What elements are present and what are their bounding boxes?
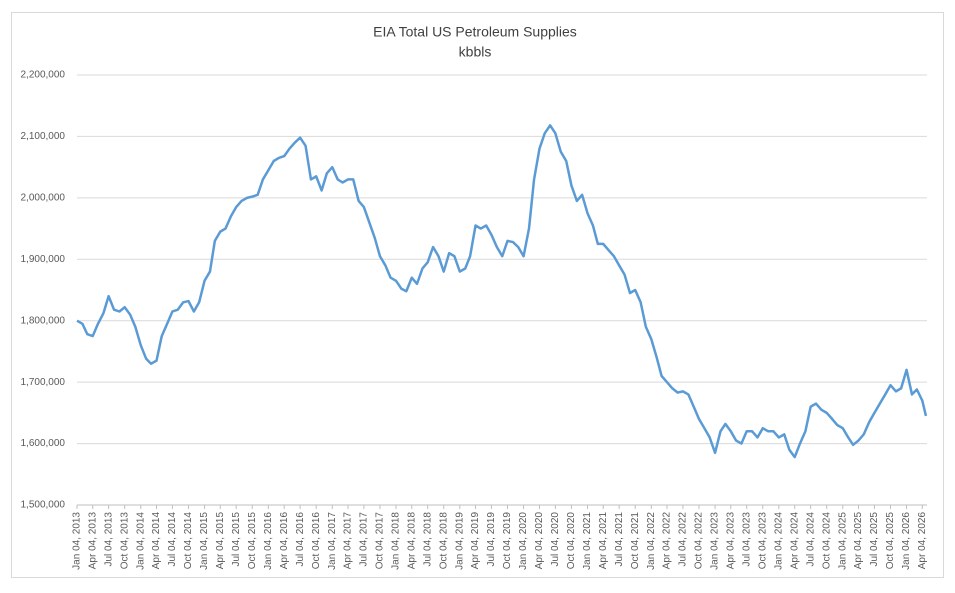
x-tick-label: Jan 04, 2024 — [773, 512, 784, 570]
x-tick-label: Jul 04, 2018 — [422, 512, 433, 567]
y-tick-label: 1,900,000 — [21, 254, 66, 265]
x-tick-label: Jul 04, 2019 — [486, 512, 497, 567]
x-tick-label: Jul 04, 2023 — [741, 512, 752, 567]
x-tick-label: Jul 04, 2017 — [359, 512, 370, 567]
x-tick-label: Apr 04, 2022 — [662, 512, 673, 570]
line-series — [76, 124, 928, 459]
chart-title: EIA Total US Petroleum Supplies — [373, 24, 577, 40]
x-tick-label: Oct 04, 2022 — [694, 512, 705, 570]
x-tick-label: Oct 04, 2013 — [119, 512, 130, 570]
y-tick-label: 1,500,000 — [21, 500, 66, 511]
x-tick-label: Apr 04, 2015 — [215, 512, 226, 570]
x-tick-label: Oct 04, 2020 — [566, 512, 577, 570]
x-tick-label: Jan 04, 2020 — [518, 512, 529, 570]
x-tick-label: Apr 04, 2017 — [343, 512, 354, 570]
x-tick-label: Jan 04, 2014 — [135, 512, 146, 570]
x-tick-label: Jan 04, 2016 — [263, 512, 274, 570]
x-tick-label: Oct 04, 2023 — [757, 512, 768, 570]
x-tick-label: Oct 04, 2015 — [247, 512, 258, 570]
y-tick-label: 2,000,000 — [21, 192, 66, 203]
x-tick-label: Jan 04, 2021 — [582, 512, 593, 570]
chart-border — [11, 12, 944, 578]
x-tick-label: Apr 04, 2020 — [534, 512, 545, 570]
x-tick-label: Oct 04, 2018 — [438, 512, 449, 570]
x-tick-label: Jul 04, 2013 — [103, 512, 114, 567]
y-tick-label: 1,700,000 — [21, 377, 66, 388]
x-tick-label: Jan 04, 2015 — [199, 512, 210, 570]
x-tick-label: Jul 04, 2024 — [805, 512, 816, 567]
x-tick-label: Apr 04, 2021 — [598, 512, 609, 570]
x-tick-label: Jan 04, 2026 — [901, 512, 912, 570]
x-tick-label: Apr 04, 2016 — [279, 512, 290, 570]
x-tick-label: Apr 04, 2026 — [917, 512, 928, 570]
x-tick-label: Apr 04, 2018 — [406, 512, 417, 570]
x-tick-label: Apr 04, 2013 — [87, 512, 98, 570]
y-tick-label: 1,600,000 — [21, 438, 66, 449]
x-tick-label: Oct 04, 2017 — [375, 512, 386, 570]
x-tick-label: Apr 04, 2014 — [151, 512, 162, 570]
x-tick-label: Oct 04, 2024 — [821, 512, 832, 570]
x-tick-label: Jul 04, 2021 — [614, 512, 625, 567]
x-tick-label: Apr 04, 2025 — [853, 512, 864, 570]
x-tick-label: Oct 04, 2025 — [885, 512, 896, 570]
x-tick-label: Jul 04, 2014 — [167, 512, 178, 567]
x-tick-label: Oct 04, 2014 — [183, 512, 194, 570]
y-tick-label: 2,200,000 — [21, 70, 66, 81]
x-tick-label: Jul 04, 2016 — [295, 512, 306, 567]
x-tick-label: Jul 04, 2022 — [678, 512, 689, 567]
x-tick-label: Apr 04, 2023 — [725, 512, 736, 570]
x-tick-label: Jan 04, 2018 — [391, 512, 402, 570]
x-tick-label: Jan 04, 2023 — [710, 512, 721, 570]
x-tick-label: Jan 04, 2013 — [72, 512, 83, 570]
x-tick-label: Jan 04, 2025 — [837, 512, 848, 570]
x-tick-label: Oct 04, 2016 — [311, 512, 322, 570]
x-tick-label: Jan 04, 2019 — [454, 512, 465, 570]
x-tick-label: Oct 04, 2021 — [630, 512, 641, 570]
x-tick-label: Apr 04, 2024 — [789, 512, 800, 570]
x-tick-label: Jul 04, 2015 — [231, 512, 242, 567]
y-tick-label: 2,100,000 — [21, 131, 66, 142]
x-tick-label: Apr 04, 2019 — [470, 512, 481, 570]
chart-subtitle: kbbls — [459, 44, 492, 60]
x-tick-label: Jan 04, 2022 — [646, 512, 657, 570]
x-tick-label: Oct 04, 2019 — [502, 512, 513, 570]
y-tick-label: 1,800,000 — [21, 315, 66, 326]
x-tick-label: Jul 04, 2025 — [869, 512, 880, 567]
x-tick-label: Jan 04, 2017 — [327, 512, 338, 570]
x-tick-label: Jul 04, 2020 — [550, 512, 561, 567]
